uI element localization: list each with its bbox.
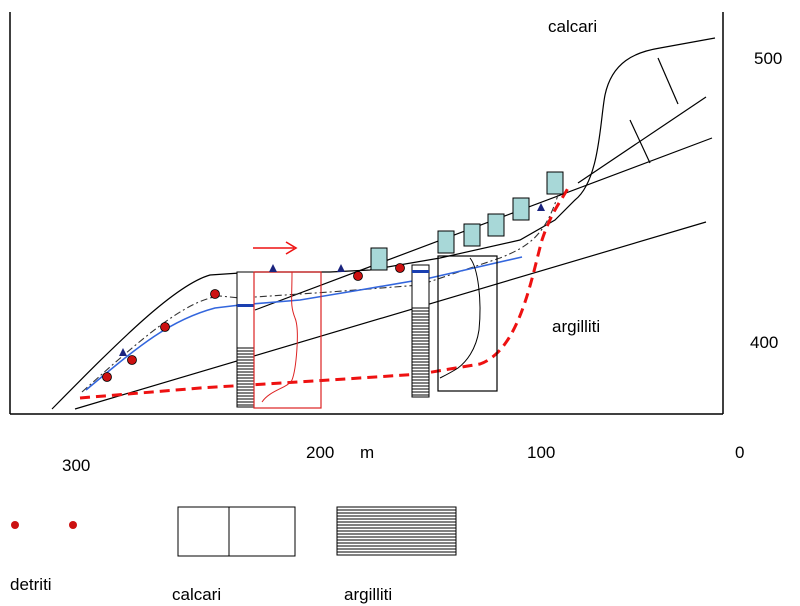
- limestone-blocks: [370, 171, 564, 271]
- strata-boundary-2: [254, 137, 713, 311]
- block-1: [370, 247, 388, 271]
- distance-200: 200: [306, 443, 334, 462]
- strata-boundary-1: [74, 221, 707, 410]
- legend-debris-dot-icon: [69, 521, 77, 529]
- borehole-left: [236, 271, 255, 408]
- legend-calcari-swatch: [177, 506, 296, 557]
- inclinometer-left: [253, 271, 322, 409]
- distance-100: 100: [527, 443, 555, 462]
- elevation-500: 500: [754, 49, 782, 68]
- legend-argilliti: argilliti: [344, 585, 392, 604]
- inclinometer-right: [437, 255, 498, 392]
- legend-debris-dot-icon: [11, 521, 19, 529]
- debris-points: [102, 263, 405, 382]
- slip-surface-line: [79, 187, 570, 400]
- debris-dot: [210, 289, 220, 299]
- distance-unit: m: [360, 443, 374, 462]
- debris-dot: [395, 263, 405, 273]
- elevation-400: 400: [750, 333, 778, 352]
- ground-surface: [51, 37, 716, 410]
- block-3: [463, 223, 481, 247]
- water-table-line: [85, 256, 523, 391]
- block-6: [546, 171, 564, 195]
- triangle-marker-icon: [337, 264, 345, 272]
- block-4: [487, 213, 505, 237]
- joint-2: [629, 119, 651, 164]
- block-5: [512, 197, 530, 221]
- benchmark-markers: [119, 203, 545, 356]
- triangle-marker-icon: [119, 348, 127, 356]
- joint-1: [657, 57, 679, 105]
- legend-argilliti-swatch: [336, 506, 457, 556]
- debris-dot: [102, 372, 112, 382]
- triangle-marker-icon: [537, 203, 545, 211]
- debris-dot: [127, 355, 137, 365]
- block-2: [437, 230, 455, 254]
- label-argilliti: argilliti: [552, 317, 600, 336]
- legend-detriti: detriti: [10, 575, 52, 594]
- triangle-marker-icon: [269, 264, 277, 272]
- distance-300: 300: [62, 456, 90, 475]
- legend: detriti calcari argilliti: [10, 506, 457, 604]
- strata-boundary-3: [577, 96, 707, 184]
- debris-dot: [353, 271, 363, 281]
- legend-calcari: calcari: [172, 585, 221, 604]
- distance-0: 0: [735, 443, 744, 462]
- debris-dot: [160, 322, 170, 332]
- label-calcari: calcari: [548, 17, 597, 36]
- borehole-middle: [411, 264, 430, 398]
- dash-dot-line: [81, 194, 559, 393]
- movement-arrow-icon: [253, 241, 298, 255]
